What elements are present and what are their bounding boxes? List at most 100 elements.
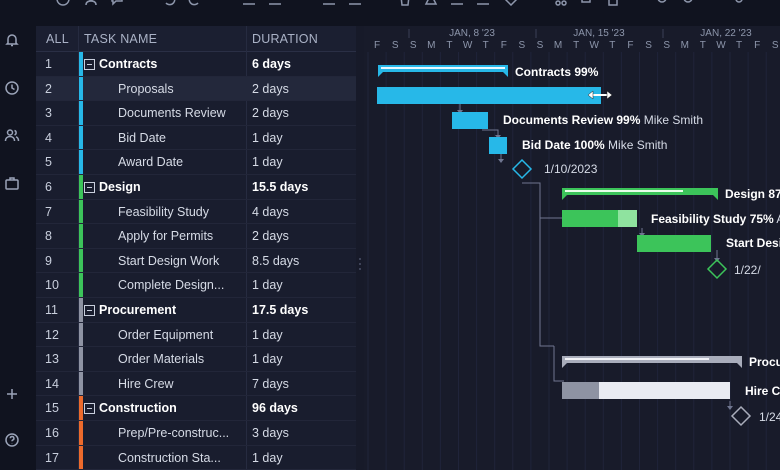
milestone-award-date[interactable] — [511, 158, 533, 180]
table-row[interactable]: 17 Construction Sta... 1 day — [36, 445, 356, 470]
duration-cell[interactable]: 1 day — [252, 450, 283, 465]
table-row[interactable]: 7 Feasibility Study 4 days — [36, 199, 356, 225]
scissors-icon[interactable] — [554, 0, 568, 6]
task-name-cell[interactable]: Documents Review — [118, 106, 226, 121]
undo-icon[interactable] — [162, 0, 176, 6]
task-name-cell[interactable]: Construction — [99, 401, 177, 416]
font-icon[interactable] — [450, 0, 464, 6]
duration-cell[interactable]: 15.5 days — [252, 180, 309, 194]
settings-icon[interactable] — [732, 0, 746, 6]
copy-icon[interactable] — [580, 0, 594, 6]
user-icon[interactable] — [84, 0, 98, 6]
table-row[interactable]: 11 Procurement 17.5 days — [36, 298, 356, 323]
task-name-cell[interactable]: Construction Sta... — [118, 450, 221, 465]
table-row[interactable]: 16 Prep/Pre-construc... 3 days — [36, 421, 356, 446]
info-icon[interactable] — [56, 0, 70, 6]
table-row[interactable]: 5 Award Date 1 day — [36, 150, 356, 175]
table-row[interactable]: 13 Order Materials 1 day — [36, 347, 356, 372]
duration-cell[interactable]: 1 day — [252, 278, 283, 293]
summary-bar-contracts[interactable] — [378, 65, 508, 77]
dependency-line — [522, 182, 562, 219]
comment-icon[interactable] — [110, 0, 124, 6]
group-color-bar — [79, 224, 83, 248]
table-row[interactable]: 2 Proposals 2 days — [36, 76, 356, 102]
duration-cell[interactable]: 2 days — [252, 229, 289, 244]
collapse-toggle-icon[interactable] — [84, 305, 95, 316]
table-row[interactable]: 9 Start Design Work 8.5 days — [36, 248, 356, 274]
header-all[interactable]: ALL — [46, 32, 69, 46]
summary-bar-design[interactable] — [562, 188, 718, 200]
task-name-cell[interactable]: Complete Design... — [118, 278, 225, 293]
task-name-cell[interactable]: Proposals — [118, 81, 174, 96]
duration-cell[interactable]: 6 days — [252, 57, 291, 71]
duration-cell[interactable]: 1 day — [252, 352, 283, 367]
text-icon[interactable] — [476, 0, 490, 6]
paint-icon[interactable] — [424, 0, 438, 6]
table-row[interactable]: 15 Construction 96 days — [36, 396, 356, 421]
duration-cell[interactable]: 17.5 days — [252, 303, 309, 317]
link-icon[interactable] — [322, 0, 336, 6]
milestone-procurement[interactable] — [730, 405, 752, 427]
task-name-cell[interactable]: Apply for Permits — [118, 229, 214, 244]
task-bar-hire-crew[interactable] — [562, 382, 730, 399]
task-bar-apply-for-permits[interactable] — [637, 235, 711, 252]
task-name-cell[interactable]: Award Date — [118, 155, 184, 170]
duration-cell[interactable]: 7 days — [252, 376, 289, 391]
header-duration[interactable]: DURATION — [252, 32, 318, 46]
table-row[interactable]: 10 Complete Design... 1 day — [36, 273, 356, 298]
table-row[interactable]: 3 Documents Review 2 days — [36, 101, 356, 126]
summary-bar-procurement[interactable] — [562, 356, 742, 368]
duration-cell[interactable]: 2 days — [252, 81, 289, 96]
paste-icon[interactable] — [606, 0, 620, 6]
task-name-cell[interactable]: Hire Crew — [118, 376, 174, 391]
duration-cell[interactable]: 2 days — [252, 106, 289, 121]
redo-icon[interactable] — [188, 0, 202, 6]
duration-cell[interactable]: 3 days — [252, 426, 289, 440]
table-row[interactable]: 6 Design 15.5 days — [36, 175, 356, 200]
zoom-out-icon[interactable] — [682, 0, 696, 6]
collapse-toggle-icon[interactable] — [84, 403, 95, 415]
duration-cell[interactable]: 1 day — [252, 130, 283, 145]
help-icon[interactable] — [4, 432, 20, 448]
bell-icon[interactable] — [4, 32, 20, 48]
day-label: M — [681, 40, 689, 51]
trash-icon[interactable] — [398, 0, 412, 6]
table-row[interactable]: 14 Hire Crew 7 days — [36, 371, 356, 397]
table-row[interactable]: 8 Apply for Permits 2 days — [36, 224, 356, 249]
task-bar-bid-date[interactable] — [489, 137, 507, 154]
indent-icon[interactable] — [242, 0, 256, 6]
collapse-toggle-icon[interactable] — [84, 182, 95, 193]
task-name-cell[interactable]: Procurement — [99, 303, 177, 317]
task-name-cell[interactable]: Design — [99, 180, 141, 194]
duration-cell[interactable]: 4 days — [252, 204, 289, 219]
table-row[interactable]: 4 Bid Date 1 day — [36, 125, 356, 151]
task-name-cell[interactable]: Feasibility Study — [118, 204, 210, 219]
task-bar-proposals[interactable] — [377, 87, 601, 104]
plus-icon[interactable] — [4, 386, 20, 402]
duration-cell[interactable]: 8.5 days — [252, 253, 300, 268]
duration-cell[interactable]: 1 day — [252, 155, 283, 170]
zoom-in-icon[interactable] — [656, 0, 670, 6]
task-name-cell[interactable]: Start Design Work — [118, 253, 220, 268]
table-row[interactable]: 1 Contracts 6 days — [36, 52, 356, 77]
task-name-cell[interactable]: Order Materials — [118, 352, 205, 367]
task-name-cell[interactable]: Contracts — [99, 57, 158, 71]
header-task-name[interactable]: TASK NAME — [84, 32, 158, 46]
milestone-design[interactable] — [706, 258, 728, 280]
briefcase-icon[interactable] — [4, 175, 20, 191]
collapse-toggle-icon[interactable] — [84, 59, 95, 70]
pane-splitter[interactable] — [356, 26, 364, 470]
task-bar-feasibility-study[interactable] — [562, 210, 637, 227]
users-icon[interactable] — [4, 127, 20, 143]
task-bar-documents-review[interactable] — [452, 112, 488, 129]
duration-cell[interactable]: 1 day — [252, 327, 283, 342]
milestone-icon[interactable] — [504, 0, 518, 7]
unlink-icon[interactable] — [348, 0, 362, 6]
outdent-icon[interactable] — [268, 0, 282, 6]
task-name-cell[interactable]: Order Equipment — [118, 327, 214, 342]
duration-cell[interactable]: 96 days — [252, 401, 298, 416]
clock-icon[interactable] — [4, 80, 20, 96]
task-name-cell[interactable]: Prep/Pre-construc... — [118, 426, 230, 440]
table-row[interactable]: 12 Order Equipment 1 day — [36, 322, 356, 348]
task-name-cell[interactable]: Bid Date — [118, 130, 166, 145]
